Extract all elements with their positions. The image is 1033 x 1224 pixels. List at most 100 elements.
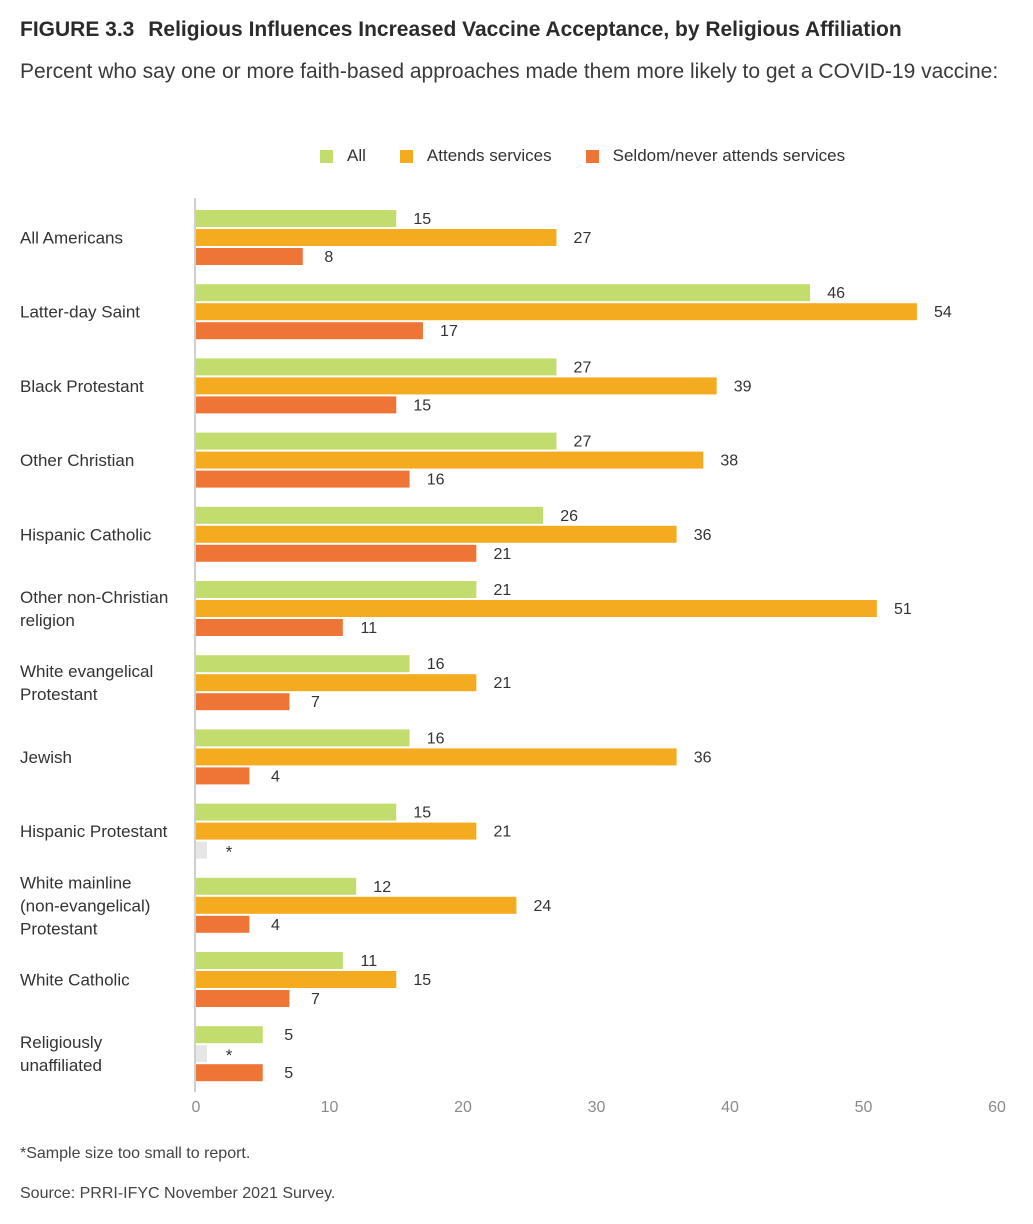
category-label-hispanic-protestant: Hispanic Protestant [20,822,168,841]
legend-label-attends: Attends services [426,146,552,165]
bar-black-protestant-all [196,358,557,376]
value-label-white-mainline-non-evangelical-protestant-attends-services: 24 [534,898,552,915]
footnote: *Sample size too small to report. [20,1145,251,1162]
legend: All Attends services Seldom/never attend… [320,146,879,166]
bar-hispanic-catholic-all [196,506,544,524]
missing-marker-hispanic-protestant-seldom-never-attends-services: * [226,843,233,862]
bar-latter-day-saint-attends-services [196,303,917,321]
value-label-white-catholic-seldom-never-attends-services: 7 [311,991,320,1008]
value-label-all-americans-all: 15 [413,211,431,228]
bar-chart: All Americans 15 27 8 Latter-day Saint 46 5 4 17… [20,198,1006,1116]
value-label-white-mainline-non-evangelical-protestant-all: 12 [373,879,391,896]
bar-all-americans-seldom-never-attends-services [196,248,303,265]
legend-item-seldom: Seldom/never attends services [585,146,846,166]
bar-black-protestant-attends-services [196,377,717,395]
category-label-latter-day-saint: Latter-day Saint [20,303,140,322]
bar-other-non-christian-religion-attends-services [196,600,877,617]
bar-hispanic-protestant-all [196,803,397,821]
value-label-white-mainline-non-evangelical-protestant-seldom-never-attends-services: 4 [271,917,280,934]
chart-subtitle: Percent who say one or more faith-based … [20,60,999,83]
bar-all-americans-attends-services [196,229,557,246]
bar-other-christian-seldom-never-attends-services [196,470,410,488]
category-label-white-catholic: White Catholic [20,971,130,990]
value-label-white-catholic-all: 11 [361,953,378,970]
bar-white-catholic-all [196,952,343,969]
value-label-all-americans-attends-services: 27 [574,230,592,247]
bar-missing-hispanic-protestant-seldom-never-attends-services [196,841,207,859]
value-label-religiously-unaffiliated-seldom-never-attends-services: 5 [284,1065,293,1082]
bar-all-americans-all [196,210,397,227]
x-tick-label-10: 10 [321,1099,339,1116]
value-label-jewish-seldom-never-attends-services: 4 [271,768,280,785]
legend-swatch-seldom [585,149,599,163]
bar-missing-religiously-unaffiliated-attends-services [196,1045,207,1063]
value-label-latter-day-saint-all: 46 [827,285,845,302]
category-label-religiously-unaffiliated: Religiously [20,1033,103,1052]
bar-other-christian-attends-services [196,451,704,469]
bar-white-evangelical-protestant-all [196,655,410,673]
legend-swatch-all [320,149,333,163]
bar-white-mainline-non-evangelical-protestant-attends-services [196,896,517,914]
bar-other-non-christian-religion-seldom-never-attends-services [196,619,343,636]
bar-other-christian-all [196,432,557,450]
value-label-jewish-attends-services: 36 [694,749,712,766]
bar-religiously-unaffiliated-seldom-never-attends-services [196,1064,263,1082]
x-tick-label-30: 30 [588,1099,606,1116]
x-tick-label-20: 20 [454,1099,472,1116]
category-label-white-evangelical-protestant: White evangelical [20,662,153,681]
value-label-hispanic-protestant-all: 15 [413,805,431,822]
legend-item-attends: Attends services [399,146,552,166]
category-label-other-non-christian-religion: religion [20,611,75,630]
chart-title: FIGURE 3.3 Religious Influences Increase… [20,18,902,42]
value-label-other-non-christian-religion-seldom-never-attends-services: 11 [361,620,378,637]
category-label-white-mainline-non-evangelical-protestant: Protestant [20,919,98,938]
category-label-other-christian: Other Christian [20,451,134,470]
value-label-other-non-christian-religion-attends-services: 51 [894,601,912,618]
bar-other-non-christian-religion-all [196,581,477,598]
x-tick-label-60: 60 [988,1099,1006,1116]
category-label-religiously-unaffiliated: unaffiliated [20,1056,102,1075]
category-label-other-non-christian-religion: Other non-Christian [20,588,168,607]
value-label-hispanic-protestant-attends-services: 21 [493,824,511,841]
category-label-all-americans: All Americans [20,229,123,248]
category-label-white-mainline-non-evangelical-protestant: White mainline [20,873,132,892]
bar-jewish-attends-services [196,748,677,766]
figure-title: Religious Influences Increased Vaccine A… [148,18,902,41]
value-label-white-evangelical-protestant-all: 16 [427,656,445,673]
value-label-hispanic-catholic-attends-services: 36 [694,527,712,544]
x-tick-label-40: 40 [721,1099,739,1116]
value-label-white-evangelical-protestant-attends-services: 21 [493,675,511,692]
figure-label: FIGURE 3.3 [20,18,135,41]
value-label-hispanic-catholic-all: 26 [560,508,578,525]
bar-hispanic-protestant-attends-services [196,822,477,840]
value-label-all-americans-seldom-never-attends-services: 8 [324,249,333,266]
category-label-hispanic-catholic: Hispanic Catholic [20,525,152,544]
bar-hispanic-catholic-seldom-never-attends-services [196,544,477,562]
category-label-white-mainline-non-evangelical-protestant: (non-evangelical) [20,896,150,915]
bar-white-catholic-attends-services [196,971,397,988]
bar-latter-day-saint-seldom-never-attends-services [196,322,423,340]
value-label-other-christian-seldom-never-attends-services: 16 [427,472,445,489]
x-tick-label-0: 0 [192,1099,201,1116]
value-label-latter-day-saint-seldom-never-attends-services: 17 [440,323,458,340]
value-label-religiously-unaffiliated-all: 5 [284,1027,293,1044]
bar-white-mainline-non-evangelical-protestant-seldom-never-attends-services [196,915,250,933]
value-label-black-protestant-all: 27 [574,359,592,376]
category-label-white-evangelical-protestant: Protestant [20,685,98,704]
bar-jewish-seldom-never-attends-services [196,767,250,785]
legend-swatch-attends [399,149,413,163]
x-tick-label-50: 50 [855,1099,873,1116]
legend-label-seldom: Seldom/never attends services [612,146,846,165]
bar-latter-day-saint-all [196,284,811,302]
value-label-white-evangelical-protestant-seldom-never-attends-services: 7 [311,694,320,711]
bar-white-evangelical-protestant-attends-services [196,674,477,692]
source-note: Source: PRRI-IFYC November 2021 Survey. [20,1185,336,1202]
legend-label-all: All [347,146,366,165]
value-label-black-protestant-seldom-never-attends-services: 15 [413,397,431,414]
value-label-other-christian-all: 27 [574,434,592,451]
bar-hispanic-catholic-attends-services [196,525,677,543]
value-label-hispanic-catholic-seldom-never-attends-services: 21 [493,546,511,563]
category-label-jewish: Jewish [20,748,72,767]
value-label-black-protestant-attends-services: 39 [734,378,752,395]
value-label-jewish-all: 16 [427,730,445,747]
